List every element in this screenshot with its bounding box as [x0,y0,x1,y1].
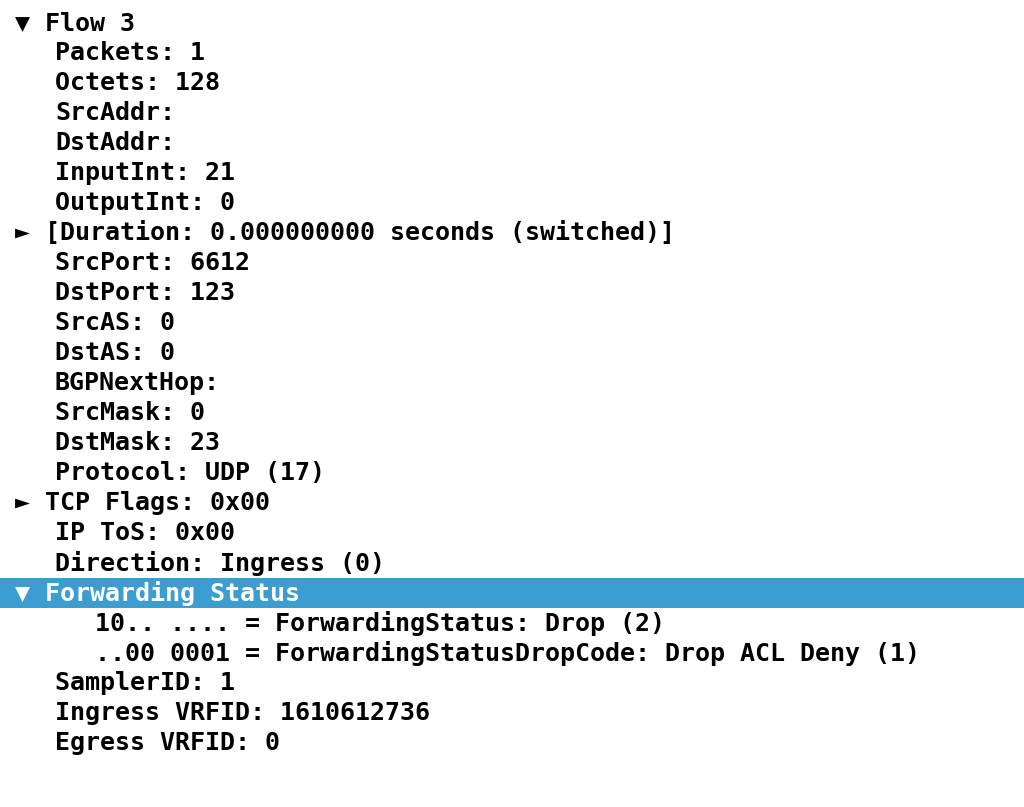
Text: DstAddr:: DstAddr: [55,131,175,155]
Text: SrcAS: 0: SrcAS: 0 [55,311,175,335]
Text: SrcAddr:: SrcAddr: [55,101,175,125]
Text: Ingress VRFID: 1610612736: Ingress VRFID: 1610612736 [55,701,430,725]
Text: ▼ Flow 3: ▼ Flow 3 [15,11,135,35]
Text: InputInt: 21: InputInt: 21 [55,161,234,185]
Text: DstAS: 0: DstAS: 0 [55,341,175,365]
Bar [0,578,1024,608]
Text: 10.. .... = ForwardingStatus: Drop (2): 10.. .... = ForwardingStatus: Drop (2) [95,611,665,635]
Text: ► [Duration: 0.000000000 seconds (switched)]: ► [Duration: 0.000000000 seconds (switch… [15,221,675,245]
Text: ..00 0001 = ForwardingStatusDropCode: Drop ACL Deny (1): ..00 0001 = ForwardingStatusDropCode: Dr… [95,641,920,666]
Text: DstPort: 123: DstPort: 123 [55,281,234,305]
Text: IP ToS: 0x00: IP ToS: 0x00 [55,521,234,545]
Text: SrcMask: 0: SrcMask: 0 [55,401,205,425]
Text: Packets: 1: Packets: 1 [55,41,205,65]
Text: BGPNextHop:: BGPNextHop: [55,371,220,395]
Text: DstMask: 23: DstMask: 23 [55,431,220,455]
Text: Protocol: UDP (17): Protocol: UDP (17) [55,461,325,485]
Text: SrcPort: 6612: SrcPort: 6612 [55,251,250,275]
Text: Direction: Ingress (0): Direction: Ingress (0) [55,550,385,575]
Text: Egress VRFID: 0: Egress VRFID: 0 [55,731,280,755]
Text: ► TCP Flags: 0x00: ► TCP Flags: 0x00 [15,491,270,515]
Text: Octets: 128: Octets: 128 [55,71,220,95]
Text: ▼ Forwarding Status: ▼ Forwarding Status [15,580,300,605]
Text: OutputInt: 0: OutputInt: 0 [55,191,234,215]
Text: SamplerID: 1: SamplerID: 1 [55,671,234,695]
